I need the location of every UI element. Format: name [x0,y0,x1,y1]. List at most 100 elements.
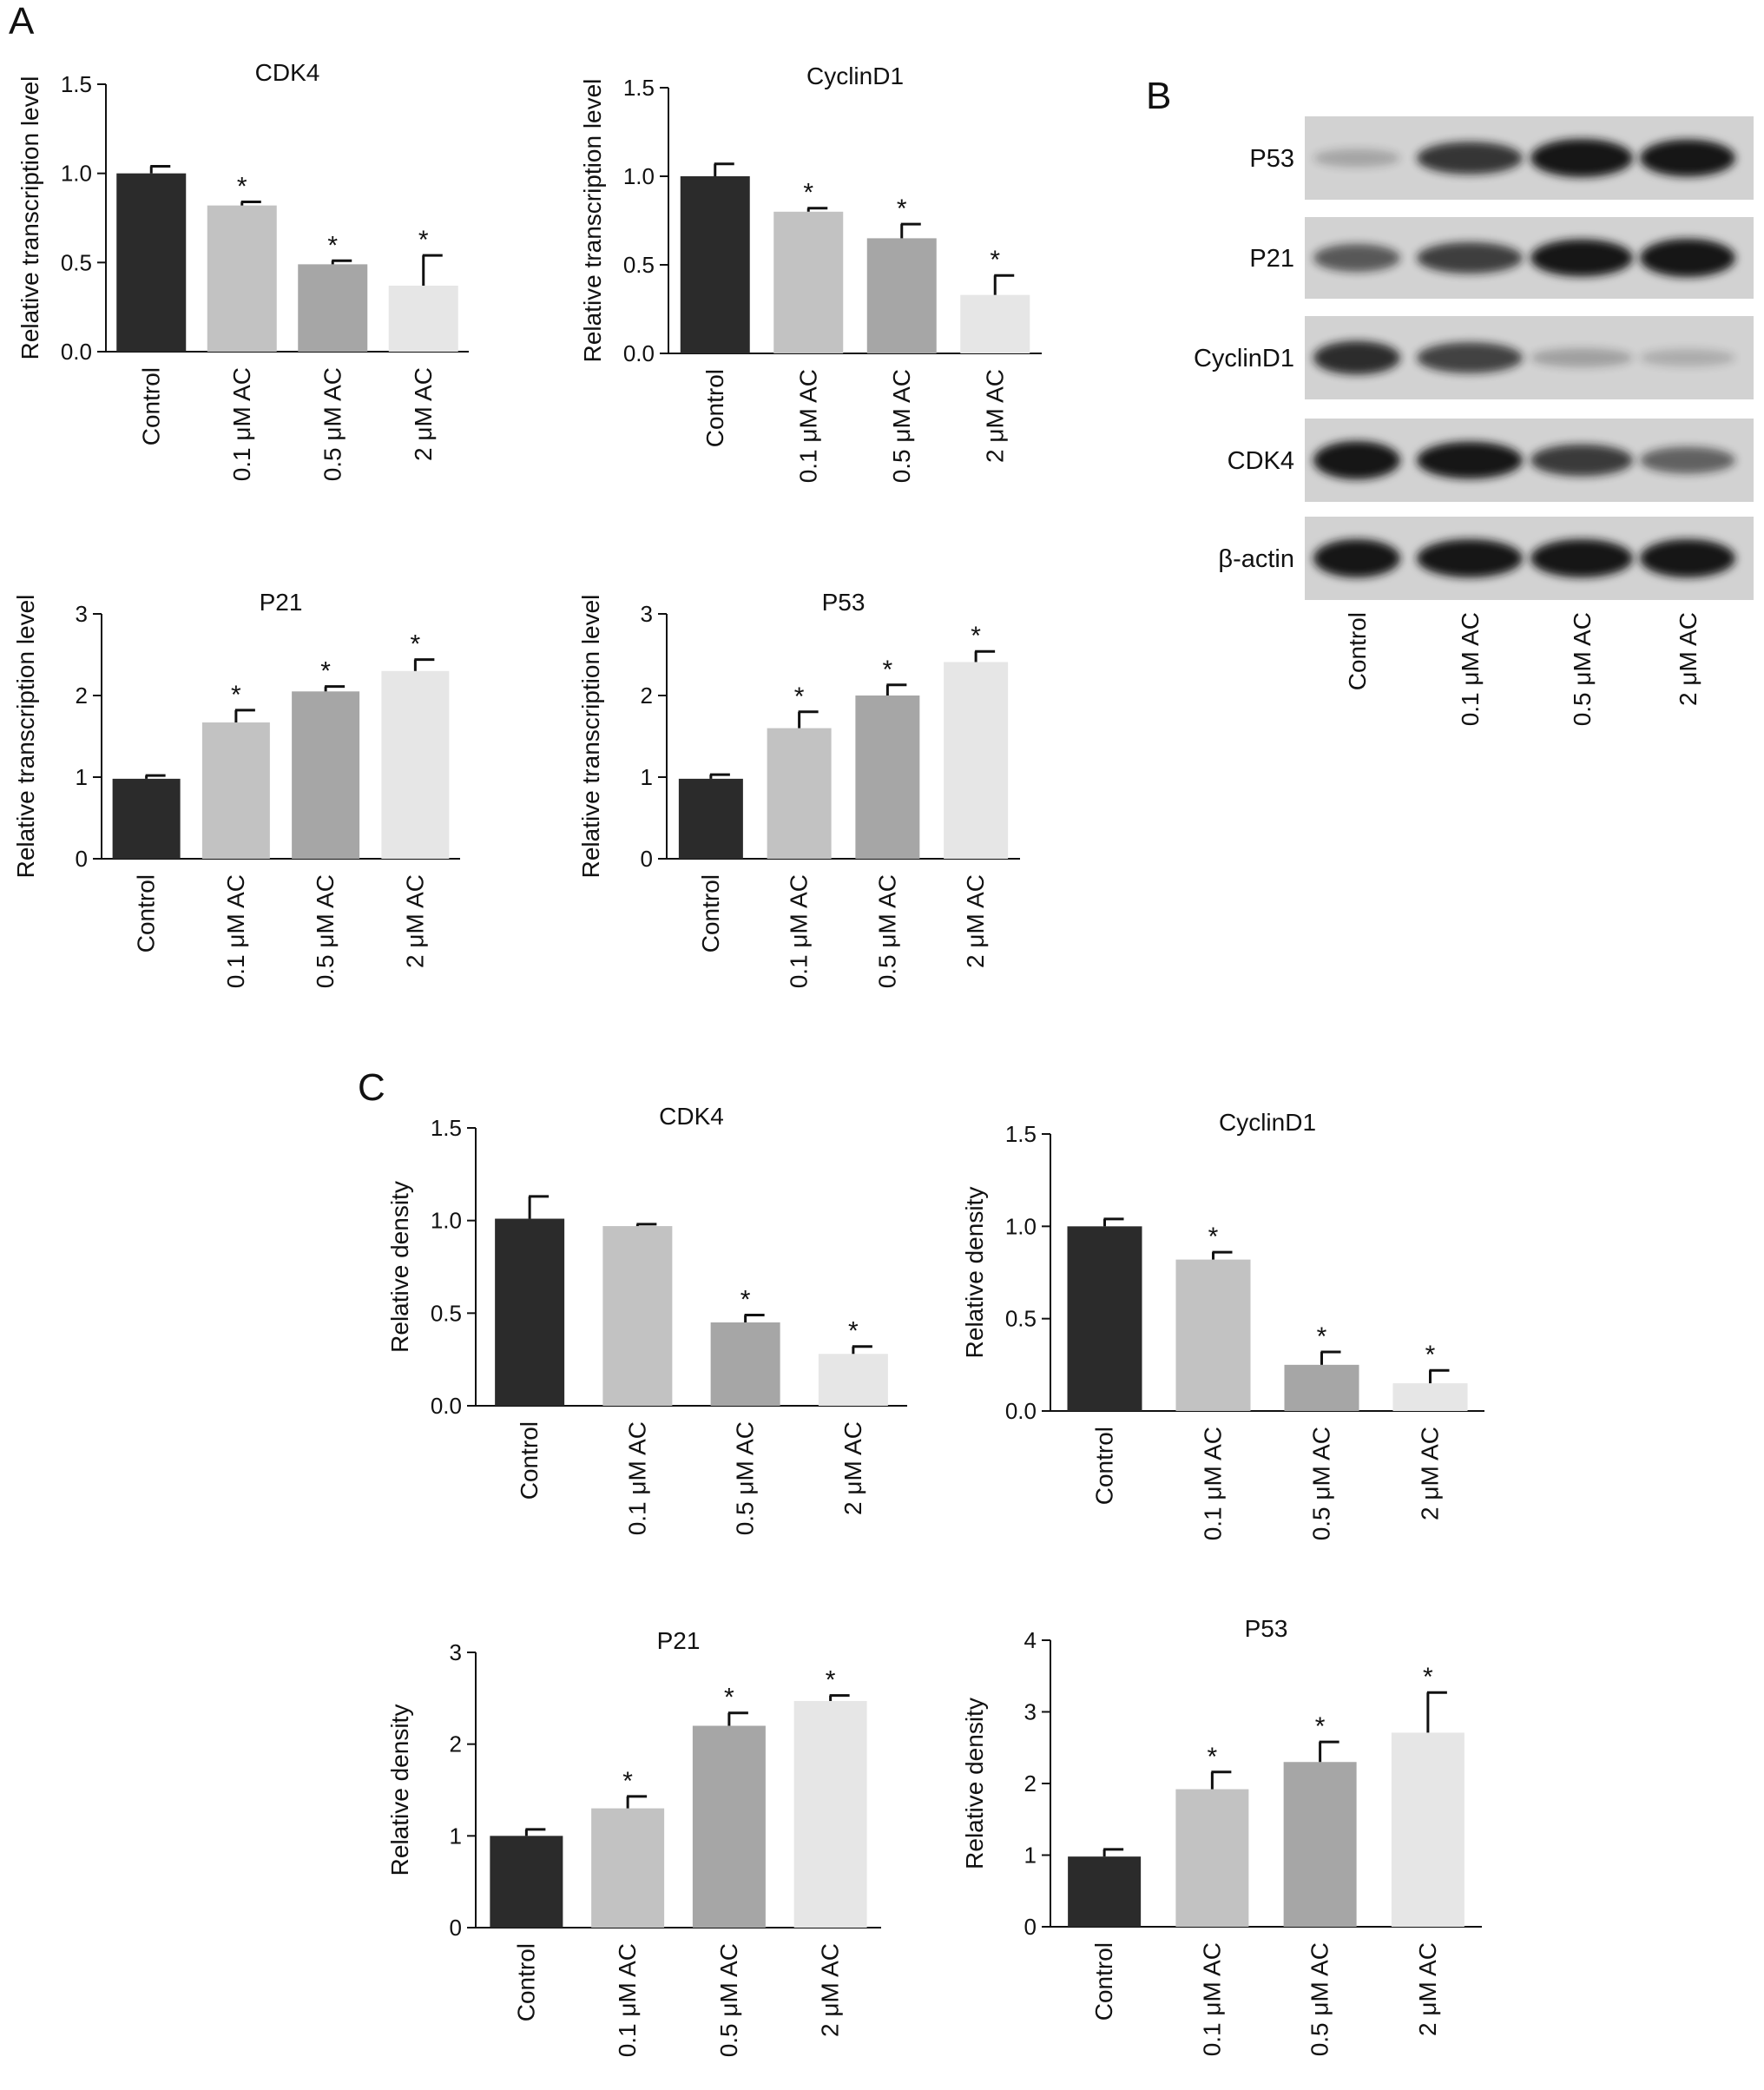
chart-title: P21 [260,589,303,616]
blot-band [1640,446,1735,474]
category-label: 0.5 μM AC [732,1421,759,1535]
significance-marker: * [411,630,421,659]
y-tick-label: 3 [76,601,88,627]
panel-label-a: A [9,0,35,43]
y-tick-label: 1.5 [1005,1121,1037,1147]
chart-3-p21: P21 0 1 2 3 Relative transcription level Contr… [12,589,460,988]
significance-marker: * [1423,1663,1433,1691]
y-tick-label: 1 [1024,1843,1037,1869]
significance-marker: * [327,231,338,260]
y-tick-label: 2 [450,1731,462,1757]
y-tick-label: 2 [76,682,88,709]
bar [591,1808,665,1928]
category-label: Control [137,367,164,445]
blot-band [1530,444,1633,477]
western-blot: P53 P21 CyclinD1 CDK4 β-actin Control 0.1 μM A… [1194,116,1754,726]
blot-row-label: CDK4 [1228,447,1294,475]
y-tick-label: 3 [450,1639,462,1665]
significance-marker: * [794,682,805,711]
bar [201,722,270,859]
blot-band [1313,441,1400,479]
bar [1391,1732,1465,1927]
chart-title: P53 [822,589,866,616]
y-tick-label: 0.0 [61,339,92,365]
bar [773,211,844,353]
significance-marker: * [1425,1341,1436,1369]
y-tick-label: 2 [641,682,653,709]
chart-title: CDK4 [659,1103,724,1130]
y-tick-label: 1.0 [623,163,655,189]
bar [116,173,187,352]
significance-marker: * [803,179,813,208]
bar [490,1836,563,1928]
blot-row-label: CyclinD1 [1194,345,1294,373]
bar [1284,1364,1359,1411]
significance-marker: * [826,1666,836,1695]
bar [1067,1226,1142,1411]
y-tick-label: 2 [1024,1770,1037,1797]
significance-marker: * [971,622,981,650]
category-label: 2 μM AC [839,1421,866,1515]
chart-6-cyclind1: CyclinD1 0.0 0.5 1.0 1.5 Relative density Cont… [961,1109,1484,1540]
blot-band [1417,241,1523,274]
y-tick-label: 1.0 [431,1208,462,1234]
category-label: Control [1090,1942,1117,2021]
bar [298,264,368,352]
category-label: 2 μM AC [1414,1942,1441,2036]
category-label: 2 μM AC [401,874,428,968]
y-axis-label: Relative density [961,1698,988,1869]
chart-4-p53: P53 0 1 2 3 Relative transcription level Contr… [577,589,1020,988]
chart-2-cyclind1: CyclinD1 0.0 0.5 1.0 1.5 Relative transcripti… [579,63,1042,483]
significance-marker: * [237,173,247,201]
significance-marker: * [1317,1322,1327,1351]
y-tick-label: 1.5 [623,75,655,101]
y-tick-label: 0.0 [431,1393,462,1419]
chart-5-cdk4: CDK4 0.0 0.5 1.0 1.5 Relative density Control 0… [386,1103,907,1535]
category-label: 2 μM AC [410,367,437,461]
category-label: 2 μM AC [962,874,989,968]
blot-band [1640,348,1735,367]
bar [793,1701,867,1928]
bar [692,1725,766,1928]
significance-marker: * [883,656,893,684]
blot-lane-label: Control [1344,612,1371,690]
panel-label-c: C [358,1066,385,1109]
category-label: 0.1 μM AC [1200,1427,1227,1540]
category-label: 0.5 μM AC [873,874,900,988]
blot-band [1313,539,1400,577]
category-label: Control [516,1421,543,1500]
y-tick-label: 3 [1024,1699,1037,1725]
blot-row-label: P53 [1249,145,1294,173]
y-tick-label: 0.5 [1005,1306,1037,1332]
chart-1-cdk4: CDK4 0.0 0.5 1.0 1.5 Relative transcription l… [16,59,469,481]
blot-band [1417,342,1523,373]
blot-lane-label: 2 μM AC [1675,612,1701,706]
chart-title: CyclinD1 [806,63,904,89]
y-axis-label: Relative transcription level [579,79,606,363]
blot-band [1640,139,1735,177]
blot-band [1417,539,1523,577]
y-tick-label: 0.5 [623,252,655,278]
y-axis-label: Relative density [386,1704,413,1876]
bar [944,662,1009,859]
blot-band [1313,340,1400,375]
blot-band [1530,348,1633,367]
y-axis-label: Relative density [961,1187,988,1359]
blot-band [1640,539,1735,577]
bar [1392,1383,1468,1411]
y-axis-label: Relative transcription level [577,595,604,879]
bar [1175,1259,1251,1411]
bar [1068,1856,1142,1927]
category-label: Control [512,1943,539,2021]
significance-marker: * [1315,1712,1326,1741]
bar [381,670,450,859]
blot-row-label: P21 [1249,245,1294,273]
category-label: 0.5 μM AC [312,874,339,988]
category-label: 0.1 μM AC [1198,1942,1225,2056]
y-tick-label: 1 [76,764,88,790]
category-label: 0.1 μM AC [614,1943,641,2057]
category-label: 2 μM AC [817,1943,844,2037]
chart-title: CDK4 [255,59,320,86]
y-tick-label: 0 [450,1915,462,1941]
